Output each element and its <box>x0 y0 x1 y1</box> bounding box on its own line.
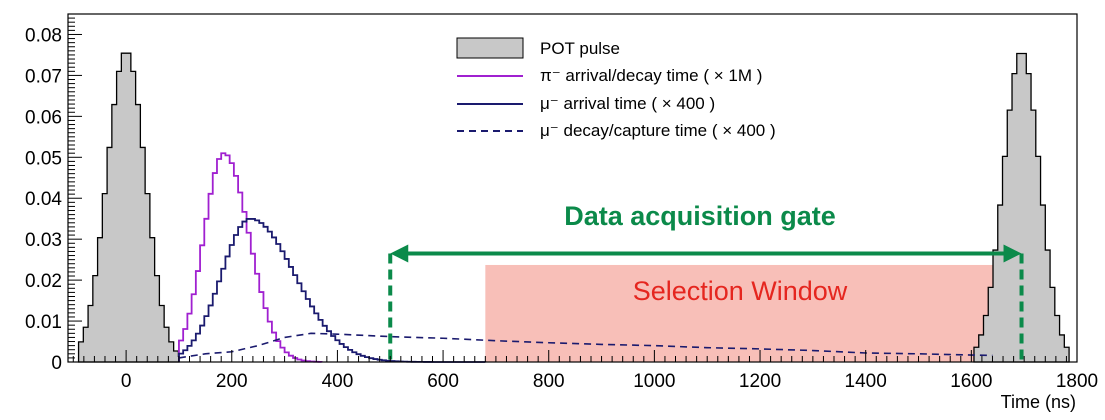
gate-arrow-right-head <box>1003 244 1022 263</box>
y-tick-label: 0 <box>51 353 62 374</box>
annotations: Data acquisition gate Selection Window <box>564 201 848 306</box>
y-tick-label: 0.06 <box>25 107 62 128</box>
y-tick-label: 0.03 <box>25 230 62 251</box>
muon-arrival-histogram <box>178 218 486 363</box>
legend-label-pot: POT pulse <box>540 39 620 58</box>
muon-decay-curve <box>178 332 993 359</box>
legend-label-muon-arrival: μ⁻ arrival time ( × 400 ) <box>540 94 715 113</box>
y-tick-label: 0.04 <box>25 189 62 210</box>
plot-area <box>77 52 1070 363</box>
y-tick-label: 0.01 <box>25 312 62 333</box>
gate-label: Data acquisition gate <box>564 201 836 231</box>
selection-window-region <box>485 264 1014 362</box>
pot-pulse-2 <box>973 52 1070 363</box>
axes-frame <box>67 13 1078 363</box>
legend-swatch-pot <box>456 37 524 59</box>
legend-label-muon-decay: μ⁻ decay/capture time ( × 400 ) <box>540 121 776 140</box>
y-tick-label: 0.08 <box>25 25 62 46</box>
legend: POT pulse π⁻ arrival/decay time ( × 1M )… <box>456 37 776 140</box>
y-tick-label: 0.05 <box>25 148 62 169</box>
x-tick-label: 800 <box>533 371 565 392</box>
gate-arrow-left-head <box>390 244 409 263</box>
pot-pulse-1 <box>77 52 180 363</box>
x-tick-label: 1200 <box>739 371 781 392</box>
x-tick-label: 1000 <box>633 371 675 392</box>
x-tick-label: 600 <box>427 371 459 392</box>
x-tick-label: 1600 <box>950 371 992 392</box>
x-tick-label: 0 <box>121 371 132 392</box>
x-axis-title: Time (ns) <box>1001 392 1076 412</box>
x-tick-label: 400 <box>322 371 354 392</box>
x-tick-label: 1400 <box>845 371 887 392</box>
plot-frame <box>67 13 1078 363</box>
legend-label-pion: π⁻ arrival/decay time ( × 1M ) <box>540 66 762 85</box>
y-tick-label: 0.02 <box>25 271 62 292</box>
y-tick-label: 0.07 <box>25 66 62 87</box>
pion-arrival-histogram <box>178 152 323 363</box>
selection-window-label: Selection Window <box>633 276 848 306</box>
x-tick-label: 1800 <box>1056 371 1098 392</box>
x-tick-label: 200 <box>216 371 248 392</box>
tick-labels: 0 200 400 600 800 1000 1200 1400 1600 1800 0 0.01 0.… <box>25 25 1098 392</box>
